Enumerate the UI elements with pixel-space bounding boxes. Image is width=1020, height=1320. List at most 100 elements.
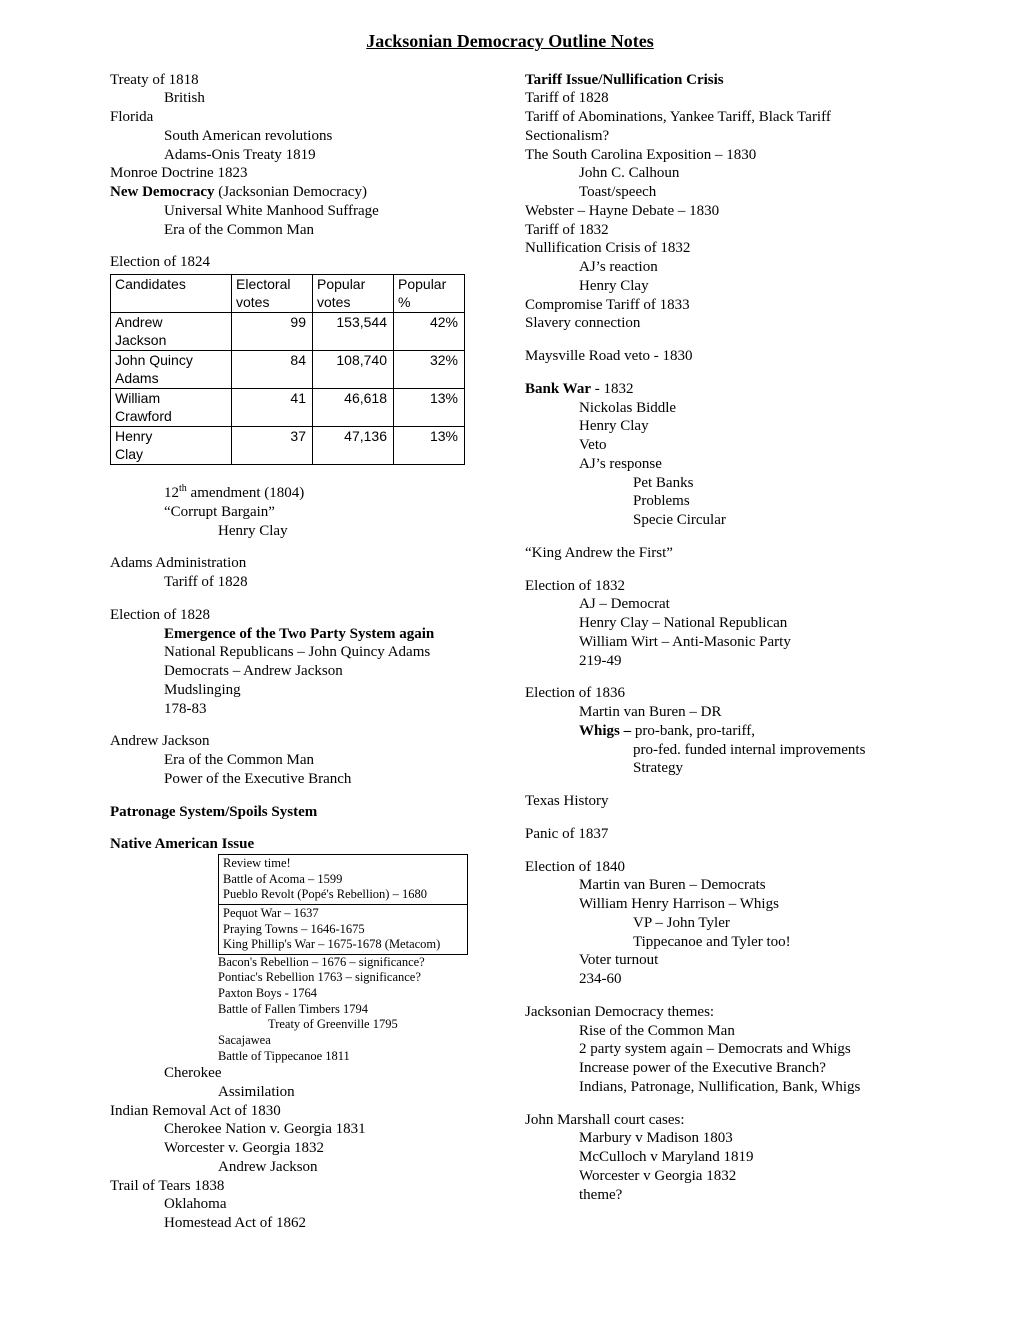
outline-line: The South Carolina Exposition – 1830	[525, 146, 910, 165]
outline-line: Andrew Jackson	[218, 1158, 495, 1177]
outline-line: Whigs – pro-bank, pro-tariff,	[579, 722, 910, 741]
outline-line: Battle of Tippecanoe 1811	[218, 1049, 495, 1065]
blank-line	[110, 789, 495, 803]
outline-line: 12th amendment (1804)	[164, 483, 495, 503]
table-cell: 46,618	[313, 389, 394, 427]
outline-line: Tariff of 1832	[525, 221, 910, 240]
right-column: Tariff Issue/Nullification CrisisTariff …	[525, 71, 910, 1233]
outline-line: National Republicans – John Quincy Adams	[164, 643, 495, 662]
outline-line: Strategy	[633, 759, 910, 778]
blank-line	[525, 844, 910, 858]
outline-line: Election of 1828	[110, 606, 495, 625]
outline-line: Webster – Hayne Debate – 1830	[525, 202, 910, 221]
outline-line: Democrats – Andrew Jackson	[164, 662, 495, 681]
outline-line: Power of the Executive Branch	[164, 770, 495, 789]
outline-line: Martin van Buren – DR	[579, 703, 910, 722]
outline-line: Veto	[579, 436, 910, 455]
outline-line: Trail of Tears 1838	[110, 1177, 495, 1196]
outline-line: Bacon's Rebellion – 1676 – significance?	[218, 955, 495, 971]
table-cell: 32%	[394, 351, 465, 389]
outline-line: “King Andrew the First”	[525, 544, 910, 563]
outline-line: Election of 1832	[525, 577, 910, 596]
outline-line: Sacajawea	[218, 1033, 495, 1049]
outline-line: Indian Removal Act of 1830	[110, 1102, 495, 1121]
outline-line: “Corrupt Bargain”	[164, 503, 495, 522]
outline-line: theme?	[579, 1186, 910, 1205]
election-1824-table: CandidatesElectoralvotesPopularvotesPopu…	[110, 274, 465, 465]
outline-line: British	[164, 89, 495, 108]
outline-line: Nickolas Biddle	[579, 399, 910, 418]
outline-line: Election of 1840	[525, 858, 910, 877]
content-columns: Treaty of 1818BritishFloridaSouth Americ…	[110, 71, 910, 1233]
outline-line: Toast/speech	[579, 183, 910, 202]
review-cell: Pequot War – 1637Praying Towns – 1646-16…	[219, 904, 468, 954]
outline-line: Henry Clay – National Republican	[579, 614, 910, 633]
outline-line: New Democracy (Jacksonian Democracy)	[110, 183, 495, 202]
outline-line: Indians, Patronage, Nullification, Bank,…	[579, 1078, 910, 1097]
table-cell: 99	[232, 313, 313, 351]
blank-line	[110, 540, 495, 554]
blank-line	[110, 718, 495, 732]
table-cell: 84	[232, 351, 313, 389]
blank-line	[525, 670, 910, 684]
outline-line: Tariff of 1828	[164, 573, 495, 592]
outline-line: Texas History	[525, 792, 910, 811]
outline-line: VP – John Tyler	[633, 914, 910, 933]
outline-line: Nullification Crisis of 1832	[525, 239, 910, 258]
blank-line	[525, 366, 910, 380]
outline-line: Era of the Common Man	[164, 751, 495, 770]
outline-line: Marbury v Madison 1803	[579, 1129, 910, 1148]
outline-line: Tariff Issue/Nullification Crisis	[525, 71, 910, 90]
outline-line: Panic of 1837	[525, 825, 910, 844]
outline-line: 219-49	[579, 652, 910, 671]
table-header: Popular%	[394, 275, 465, 313]
outline-line: 2 party system again – Democrats and Whi…	[579, 1040, 910, 1059]
outline-line: Homestead Act of 1862	[164, 1214, 495, 1233]
outline-line: Native American Issue	[110, 835, 495, 854]
outline-line: Battle of Fallen Timbers 1794	[218, 1002, 495, 1018]
outline-line: Paxton Boys - 1764	[218, 986, 495, 1002]
outline-line: AJ – Democrat	[579, 595, 910, 614]
table-cell: WilliamCrawford	[111, 389, 232, 427]
table-cell: HenryClay	[111, 427, 232, 465]
outline-line: Emergence of the Two Party System again	[164, 625, 495, 644]
table-cell: 13%	[394, 427, 465, 465]
outline-line: Henry Clay	[218, 522, 495, 541]
table-cell: John QuincyAdams	[111, 351, 232, 389]
table-header: Electoralvotes	[232, 275, 313, 313]
table-cell: 153,544	[313, 313, 394, 351]
outline-line: Voter turnout	[579, 951, 910, 970]
table-cell: 13%	[394, 389, 465, 427]
blank-line	[525, 778, 910, 792]
outline-line: Cherokee	[164, 1064, 495, 1083]
outline-line: Monroe Doctrine 1823	[110, 164, 495, 183]
outline-line: Problems	[633, 492, 910, 511]
outline-line: Maysville Road veto - 1830	[525, 347, 910, 366]
blank-line	[525, 333, 910, 347]
table-header: Candidates	[111, 275, 232, 313]
outline-line: Tariff of 1828	[525, 89, 910, 108]
review-freelines: Bacon's Rebellion – 1676 – significance?…	[218, 955, 495, 1064]
outline-line: William Henry Harrison – Whigs	[579, 895, 910, 914]
blank-line	[525, 811, 910, 825]
outline-line: Pontiac's Rebellion 1763 – significance?	[218, 970, 495, 986]
blank-line	[110, 469, 495, 483]
table-cell: 42%	[394, 313, 465, 351]
outline-line: Bank War - 1832	[525, 380, 910, 399]
blank-line	[110, 592, 495, 606]
outline-line: AJ’s reaction	[579, 258, 910, 277]
outline-line: Jacksonian Democracy themes:	[525, 1003, 910, 1022]
outline-line: AJ’s response	[579, 455, 910, 474]
outline-line: Henry Clay	[579, 277, 910, 296]
page-title: Jacksonian Democracy Outline Notes	[110, 30, 910, 53]
table-header: Popularvotes	[313, 275, 394, 313]
outline-line: Election of 1824	[110, 253, 495, 272]
outline-line: Slavery connection	[525, 314, 910, 333]
outline-line: Universal White Manhood Suffrage	[164, 202, 495, 221]
outline-line: Compromise Tariff of 1833	[525, 296, 910, 315]
outline-line: Specie Circular	[633, 511, 910, 530]
outline-line: South American revolutions	[164, 127, 495, 146]
outline-line: Worcester v Georgia 1832	[579, 1167, 910, 1186]
outline-line: Martin van Buren – Democrats	[579, 876, 910, 895]
outline-line: Florida	[110, 108, 495, 127]
